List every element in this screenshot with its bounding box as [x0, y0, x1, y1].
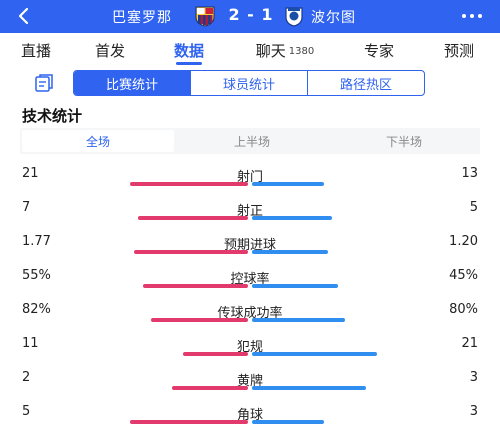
tab-chat[interactable]: 聊天 1380	[255, 41, 315, 60]
period-full-match[interactable]: 全场	[22, 130, 174, 152]
stat-row: 55% 控球率 45%	[0, 268, 500, 298]
away-value: 5	[469, 200, 478, 215]
match-nav-tabs: 直播 首发 数据 聊天 1380 专家 预测	[0, 33, 500, 67]
away-stat-bar	[252, 318, 345, 322]
stat-name: 犯规	[236, 340, 263, 355]
stat-name: 控球率	[230, 272, 270, 287]
stat-row: 1.77 预期进球 1.20	[0, 234, 500, 264]
tab-expert[interactable]: 专家	[363, 41, 394, 60]
home-stat-bar	[130, 182, 248, 186]
period-tabs: 全场 上半场 下半场	[20, 128, 480, 154]
tab-predict[interactable]: 预测	[443, 41, 474, 60]
stat-name: 射正	[236, 204, 263, 219]
away-stat-bar	[252, 420, 324, 424]
away-team-name[interactable]: 波尔图	[311, 10, 356, 26]
away-value: 21	[461, 336, 478, 351]
match-score: 2 - 1	[228, 5, 274, 24]
barcelona-crest-icon	[195, 6, 215, 27]
stat-name: 射门	[236, 170, 263, 185]
home-team-name[interactable]: 巴塞罗那	[112, 10, 172, 26]
tab-lineup[interactable]: 首发	[94, 41, 125, 60]
away-stat-bar	[252, 352, 377, 356]
subtab-match-stats[interactable]: 比赛统计	[74, 71, 191, 95]
away-value: 3	[469, 370, 478, 385]
tab-data[interactable]: 数据	[148, 33, 230, 67]
stat-name: 黄牌	[236, 374, 263, 389]
away-value: 13	[461, 166, 478, 181]
home-value: 55%	[22, 268, 51, 283]
stat-name: 角球	[236, 408, 263, 423]
away-stat-bar	[252, 216, 332, 220]
stat-row: 5 角球 3	[0, 404, 500, 434]
stat-name: 预期进球	[223, 238, 276, 253]
away-stat-bar	[252, 182, 324, 186]
period-second-half[interactable]: 下半场	[385, 134, 422, 149]
home-value: 82%	[22, 302, 51, 317]
home-stat-bar	[143, 284, 248, 288]
subtab-player-stats[interactable]: 球员统计	[191, 71, 308, 95]
chat-count: 1380	[288, 46, 315, 57]
away-stat-bar	[252, 386, 366, 390]
away-stat-bar	[252, 250, 328, 254]
stats-subtabs: 比赛统计 球员统计 路径热区	[73, 70, 425, 96]
more-dots-icon[interactable]	[462, 8, 486, 24]
home-stat-bar	[172, 386, 248, 390]
home-stat-bar	[138, 216, 248, 220]
stat-row: 82% 传球成功率 80%	[0, 302, 500, 332]
home-value: 5	[22, 404, 31, 419]
section-title: 技术统计	[22, 107, 83, 125]
home-stat-bar	[183, 352, 248, 356]
home-stat-bar	[130, 420, 248, 424]
home-value: 21	[22, 166, 39, 181]
match-header-bar: 巴塞罗那 2 - 1 波尔图	[0, 0, 500, 33]
stat-row: 21 射门 13	[0, 166, 500, 196]
away-stat-bar	[252, 284, 338, 288]
document-icon[interactable]	[33, 73, 55, 95]
porto-crest-icon	[285, 7, 303, 27]
home-value: 7	[22, 200, 31, 215]
stat-row: 7 射正 5	[0, 200, 500, 230]
subtab-heatmap[interactable]: 路径热区	[339, 77, 392, 93]
away-value: 80%	[449, 302, 478, 317]
stat-row: 11 犯规 21	[0, 336, 500, 366]
back-arrow-icon[interactable]	[14, 6, 34, 26]
stat-row: 2 黄牌 3	[0, 370, 500, 400]
home-stat-bar	[134, 250, 248, 254]
period-first-half[interactable]: 上半场	[233, 134, 270, 149]
away-value: 3	[469, 404, 478, 419]
home-value: 11	[22, 336, 39, 351]
away-value: 45%	[449, 268, 478, 283]
home-value: 1.77	[22, 234, 51, 249]
tab-live[interactable]: 直播	[20, 41, 51, 60]
home-stat-bar	[151, 318, 248, 322]
home-value: 2	[22, 370, 31, 385]
data-subtabs-row: 比赛统计 球员统计 路径热区	[0, 70, 500, 98]
away-value: 1.20	[449, 234, 478, 249]
stat-name: 传球成功率	[217, 306, 283, 321]
